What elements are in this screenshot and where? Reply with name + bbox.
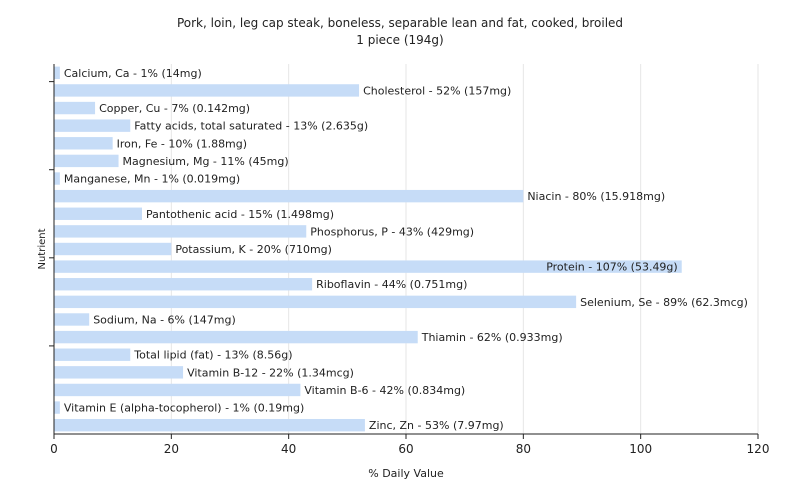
x-tick-label: 80 xyxy=(516,442,531,456)
bar-label: Zinc, Zn - 53% (7.97mg) xyxy=(369,419,504,432)
x-tick-label: 60 xyxy=(398,442,413,456)
bar-label: Magnesium, Mg - 11% (45mg) xyxy=(123,155,289,168)
bar xyxy=(54,172,60,185)
x-axis-label: % Daily Value xyxy=(368,467,444,480)
bar-label: Phosphorus, P - 43% (429mg) xyxy=(310,225,474,238)
bar xyxy=(54,295,577,309)
bar-label: Cholesterol - 52% (157mg) xyxy=(363,84,511,97)
bar-label: Potassium, K - 20% (710mg) xyxy=(175,243,332,256)
bar-label: Vitamin E (alpha-tocopherol) - 1% (0.19m… xyxy=(64,402,304,415)
bar xyxy=(54,278,313,291)
bar-label: Iron, Fe - 10% (1.88mg) xyxy=(117,137,247,150)
bar-label: Selenium, Se - 89% (62.3mcg) xyxy=(580,296,748,309)
x-tick-label: 20 xyxy=(164,442,179,456)
bar xyxy=(54,66,60,80)
x-tick-label: 0 xyxy=(50,442,58,456)
bar xyxy=(54,313,90,326)
bar xyxy=(54,348,131,361)
bar xyxy=(54,242,172,256)
x-ticks: 0 20 40 60 80 100 120 xyxy=(49,81,770,456)
chart-title: Pork, loin, leg cap steak, boneless, sep… xyxy=(177,16,623,30)
bar-label: Sodium, Na - 6% (147mg) xyxy=(93,313,236,326)
bar-label: Pantothenic acid - 15% (1.498mg) xyxy=(146,208,334,221)
y-axis-label: Nutrient xyxy=(37,228,48,269)
bars: Calcium, Ca - 1% (14mg) Cholesterol - 52%… xyxy=(54,66,748,432)
bar xyxy=(54,418,365,432)
bar xyxy=(54,154,119,168)
bar xyxy=(54,119,131,132)
bar-label: Fatty acids, total saturated - 13% (2.63… xyxy=(134,120,368,133)
bar-label: Manganese, Mn - 1% (0.019mg) xyxy=(64,173,240,186)
bar-label: Vitamin B-12 - 22% (1.34mcg) xyxy=(187,366,354,379)
bar xyxy=(54,137,113,150)
bar-label: Copper, Cu - 7% (0.142mg) xyxy=(99,102,250,115)
bar xyxy=(54,225,307,238)
bar-label: Protein - 107% (53.49g) xyxy=(546,261,678,274)
x-tick-label: 100 xyxy=(629,442,652,456)
bar-label: Vitamin B-6 - 42% (0.834mg) xyxy=(304,384,465,397)
x-tick-label: 40 xyxy=(281,442,296,456)
bar-label: Thiamin - 62% (0.933mg) xyxy=(421,331,563,344)
bar xyxy=(54,84,360,97)
bar xyxy=(54,189,524,203)
bar-label: Riboflavin - 44% (0.751mg) xyxy=(316,278,467,291)
bar xyxy=(54,330,418,344)
bar xyxy=(54,366,184,379)
bar xyxy=(54,401,60,414)
bar xyxy=(54,383,301,397)
bar xyxy=(54,101,96,115)
bar-label: Calcium, Ca - 1% (14mg) xyxy=(64,67,202,80)
x-tick-label: 120 xyxy=(747,442,770,456)
bar-label: Niacin - 80% (15.918mg) xyxy=(527,190,665,203)
bar xyxy=(54,207,142,220)
chart-subtitle: 1 piece (194g) xyxy=(356,33,443,47)
bar-label: Total lipid (fat) - 13% (8.56g) xyxy=(133,349,292,362)
bar xyxy=(54,260,682,273)
